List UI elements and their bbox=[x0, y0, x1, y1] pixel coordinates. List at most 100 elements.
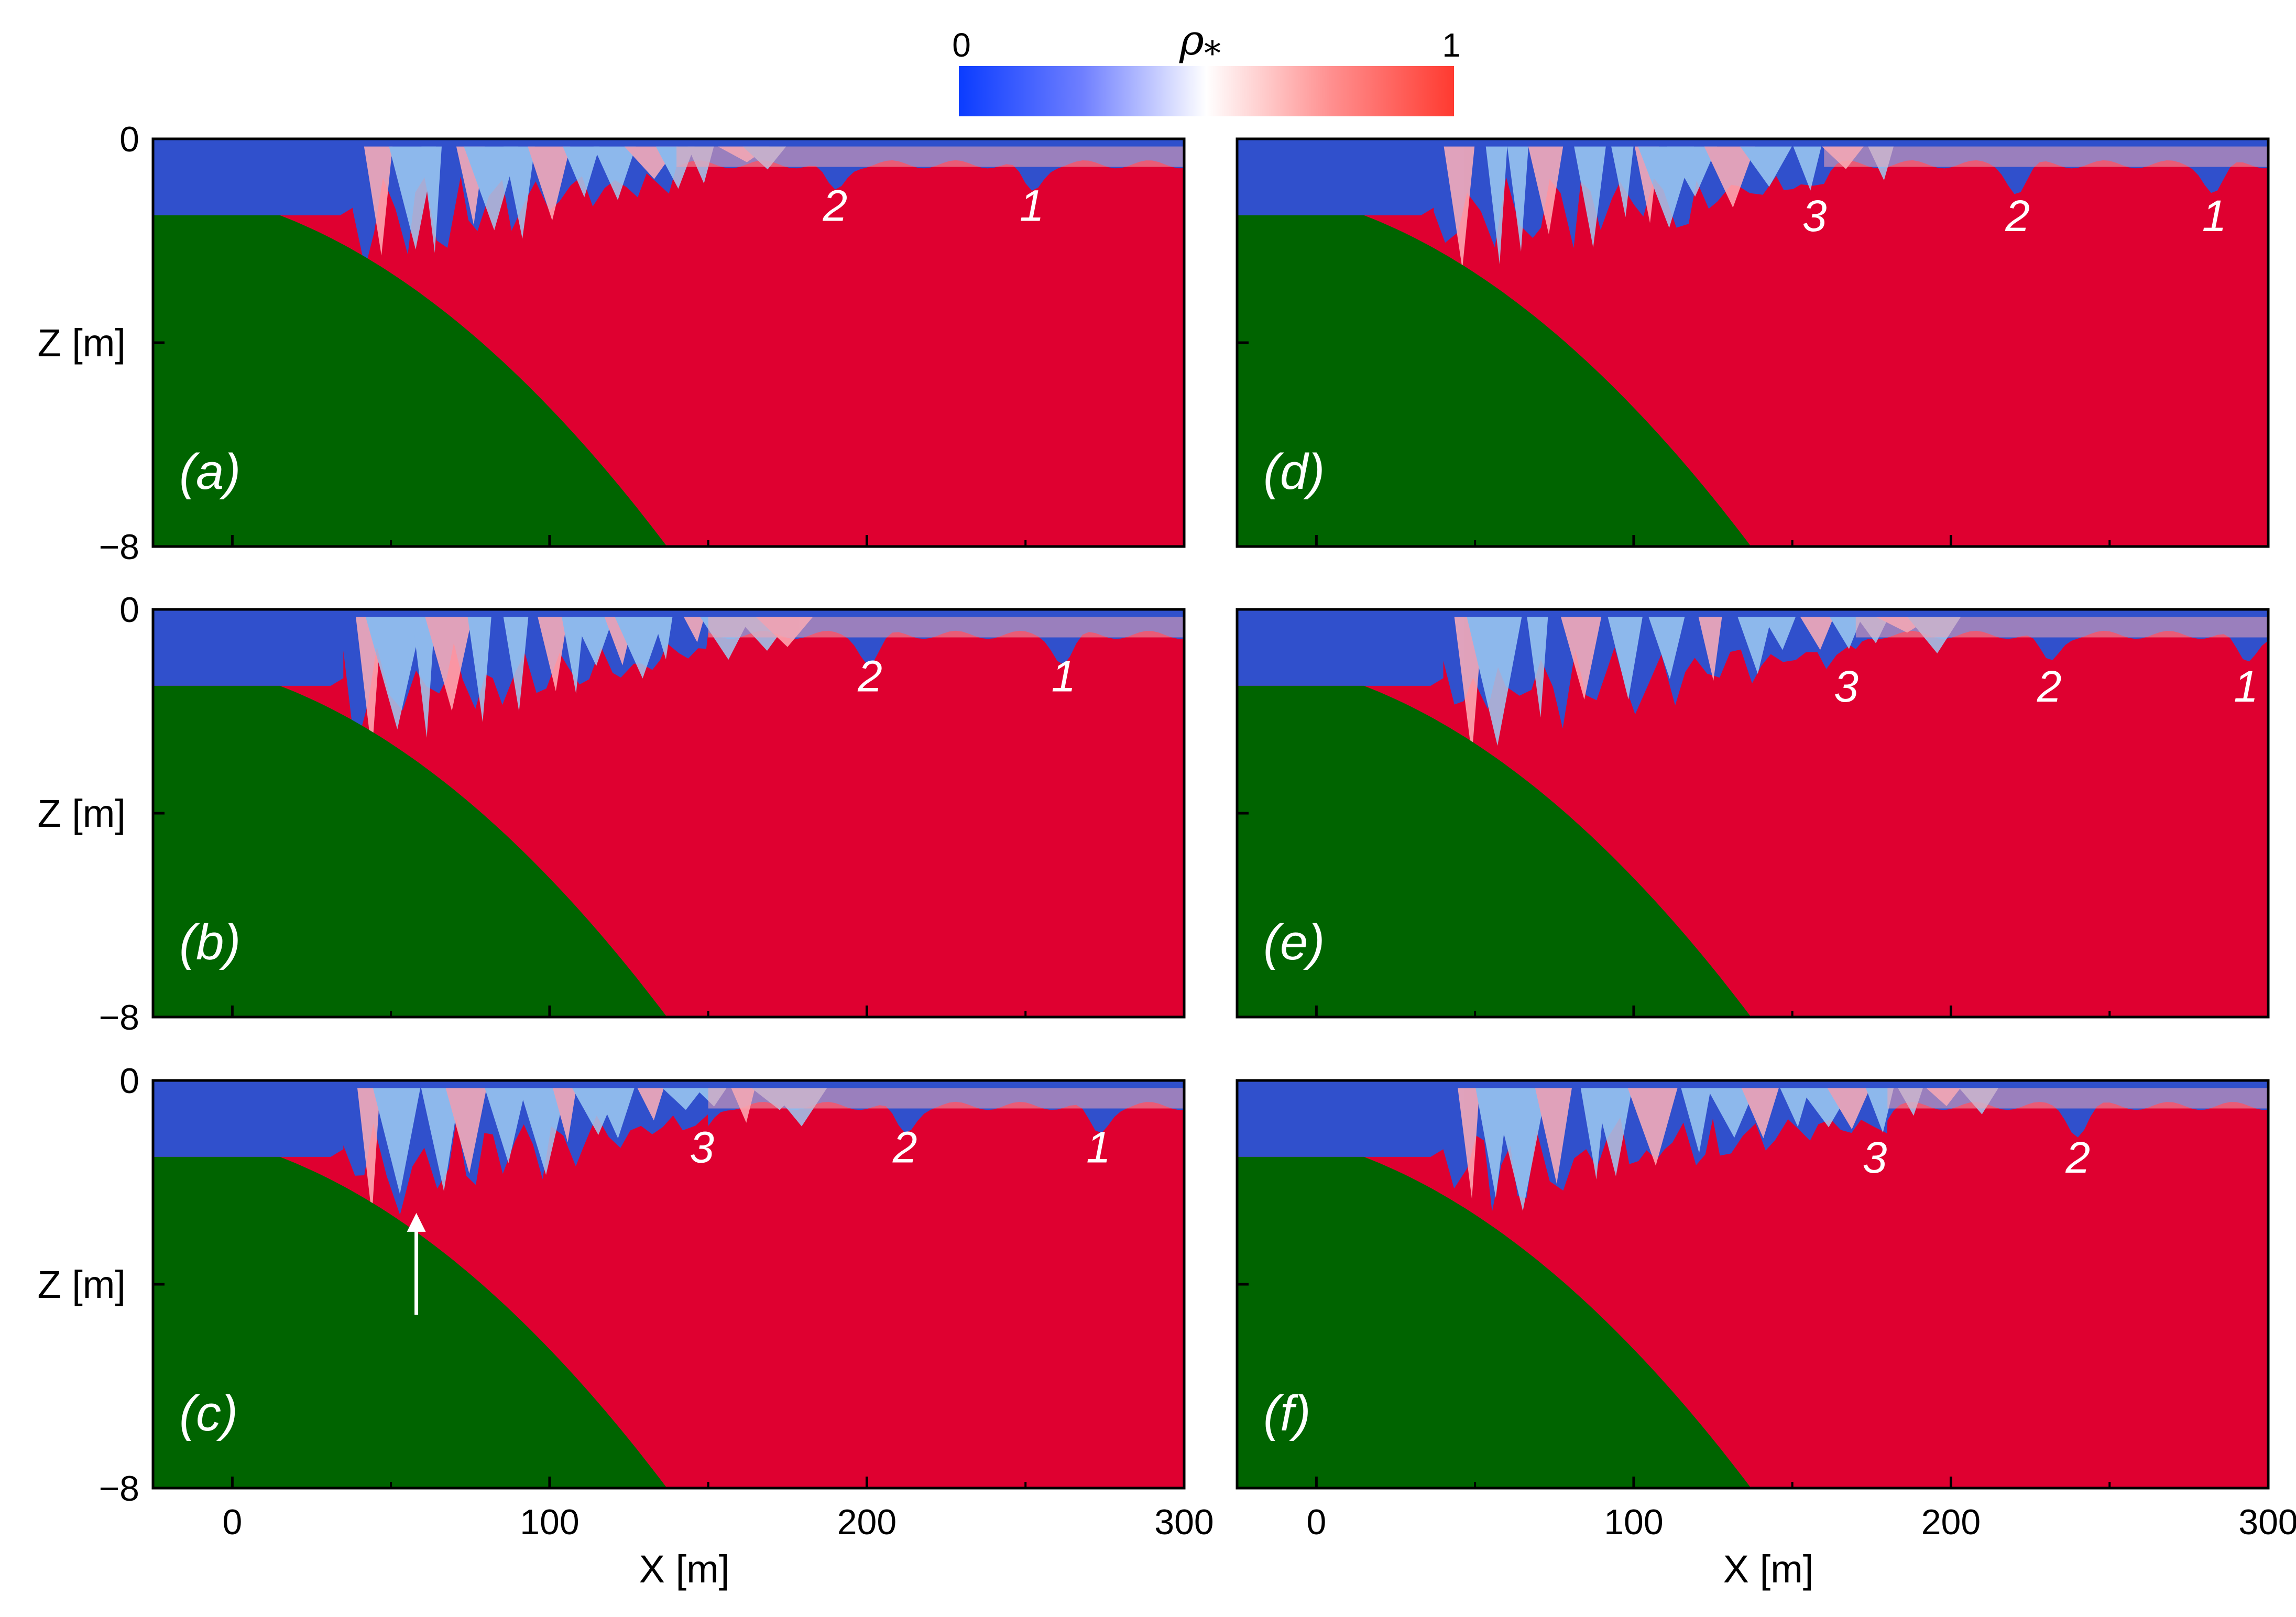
panel-a-foam-streak bbox=[528, 146, 571, 221]
panel-b-foam-streak bbox=[653, 617, 673, 660]
panel-b-label: (b) bbox=[179, 914, 240, 970]
panel-b-foam-streak bbox=[365, 617, 423, 729]
panel-e-foam-streak bbox=[1737, 617, 1772, 674]
panel-d-foam-streak bbox=[1574, 146, 1606, 248]
panel-c-plot-area bbox=[153, 1080, 1184, 1488]
panel-c-xtick-label: 300 bbox=[1154, 1502, 1213, 1542]
panel-e-surface-band bbox=[1855, 617, 2268, 638]
panel-c-xtick-label: 0 bbox=[222, 1502, 242, 1542]
panel-c-crest-label: 2 bbox=[892, 1122, 917, 1172]
panel-d-surface-band bbox=[1824, 146, 2268, 167]
panel-c-foam-streak bbox=[485, 1088, 526, 1163]
panel-a-plot-area bbox=[153, 139, 1184, 547]
panel-a-ztick-label: 0 bbox=[119, 119, 139, 159]
panel-a-foam-streak bbox=[593, 146, 636, 200]
panel-e-crest-label: 1 bbox=[2234, 662, 2258, 711]
panel-b-ztick-label: −8 bbox=[99, 998, 139, 1037]
panel-c-arrow-head bbox=[407, 1212, 426, 1232]
panel-a-foam-group bbox=[364, 146, 786, 256]
panel-b-surface-band bbox=[708, 617, 1184, 638]
panel-a-foam-streak bbox=[464, 146, 519, 231]
panel-b-crest-label: 1 bbox=[1052, 651, 1076, 701]
panel-e-foam-streak bbox=[1698, 617, 1722, 681]
panel-b-foam-streak bbox=[503, 617, 529, 712]
panel-b-foam-streak bbox=[615, 617, 664, 679]
panel-b-foam-streak bbox=[684, 617, 705, 642]
panel-d-plot-area bbox=[1237, 139, 2268, 547]
panel-f-foam-streak bbox=[1707, 1088, 1756, 1138]
panel-c-xlabel: X [m] bbox=[639, 1547, 730, 1591]
panel-f-plot-area bbox=[1237, 1080, 2268, 1488]
panel-e: (e) 1 2 3 bbox=[1236, 608, 2270, 1019]
panel-c-crest-label: 3 bbox=[690, 1122, 714, 1172]
panel-e-foam-streak bbox=[1608, 617, 1643, 700]
panel-d-crest-label: 2 bbox=[2005, 191, 2030, 241]
panel-b-foam-streak bbox=[425, 617, 473, 711]
panel-f-foam-streak bbox=[1593, 1088, 1633, 1176]
panel-c-foam-streak bbox=[662, 1088, 703, 1110]
panel-c-zlabel: Z [m] bbox=[37, 1263, 126, 1306]
panel-e-foam-group bbox=[1454, 617, 1961, 756]
panel-d-foam-streak bbox=[1528, 146, 1564, 235]
panel-d-foam-streak bbox=[1793, 146, 1821, 191]
panel-c-foam-streak bbox=[421, 1088, 461, 1192]
panel-f-xtick-label: 300 bbox=[2238, 1502, 2296, 1542]
panel-c-foam-streak bbox=[553, 1088, 576, 1143]
panel-a-foam-streak bbox=[389, 146, 436, 250]
panel-a-zlabel: Z [m] bbox=[37, 321, 126, 365]
panel-f-bed-region bbox=[1237, 1156, 1751, 1488]
colorbar: 0 1 ρ* bbox=[952, 16, 1461, 116]
colorbar-symbol: ρ* bbox=[1179, 16, 1221, 73]
panel-c-foam-streak bbox=[595, 1088, 635, 1139]
colorbar-min-label: 0 bbox=[952, 26, 971, 64]
panel-a-surface-band bbox=[676, 146, 1184, 167]
panel-b-foam-streak bbox=[562, 617, 584, 694]
panels-container: 0 −8 Z [m] (a) 1 2 0 −8 Z [m] (b) 1 2 0 100 200 300 0 −8 Z… bbox=[37, 119, 2296, 1591]
panel-a-foam-streak bbox=[563, 146, 600, 198]
panel-e-foam-streak bbox=[1467, 617, 1522, 746]
panel-b-foam-streak bbox=[356, 617, 382, 754]
panel-d-foam-streak bbox=[1740, 146, 1792, 187]
panel-e-bed-region bbox=[1237, 685, 1751, 1017]
panel-f-xlabel: X [m] bbox=[1723, 1547, 1814, 1591]
panel-f-foam-streak bbox=[1866, 1088, 1894, 1133]
panel-e-foam-streak bbox=[1561, 617, 1602, 700]
panel-f: 0 100 200 300 X [m] (f) 2 3 bbox=[1236, 1079, 2296, 1591]
panel-a-ztick-label: −8 bbox=[99, 527, 139, 567]
panel-d-bed-region bbox=[1237, 215, 1751, 547]
panel-c-foam-streak bbox=[637, 1088, 664, 1121]
panel-b: 0 −8 Z [m] (b) 1 2 bbox=[37, 590, 1186, 1037]
panel-c-ztick-label: 0 bbox=[119, 1061, 139, 1101]
panel-e-foam-streak bbox=[1648, 617, 1685, 679]
panel-f-xtick-label: 100 bbox=[1604, 1502, 1663, 1542]
panel-b-crest-label: 2 bbox=[857, 651, 882, 701]
panel-d-foam-streak bbox=[1611, 146, 1634, 217]
panel-c-xtick-label: 100 bbox=[520, 1502, 579, 1542]
panel-a-crest-label: 1 bbox=[1020, 181, 1044, 230]
panel-e-foam-streak bbox=[1800, 617, 1834, 650]
panel-c-foam-streak bbox=[519, 1088, 566, 1175]
panel-d-crest-label: 1 bbox=[2202, 191, 2227, 241]
panel-f-xtick-label: 0 bbox=[1306, 1502, 1326, 1542]
panel-b-foam-streak bbox=[573, 617, 614, 666]
panel-f-xtick-label: 200 bbox=[1921, 1502, 1981, 1542]
panel-a-bed-region bbox=[153, 215, 667, 547]
panel-e-crest-label: 2 bbox=[2037, 662, 2062, 711]
panel-d: (d) 1 2 3 bbox=[1236, 137, 2270, 548]
panel-f-foam-streak bbox=[1780, 1088, 1810, 1127]
panel-f-surface-band bbox=[1887, 1088, 2268, 1109]
colorbar-symbol-subscript: * bbox=[1204, 35, 1221, 73]
panel-f-foam-streak bbox=[1741, 1088, 1779, 1139]
panel-f-foam-streak bbox=[1458, 1088, 1480, 1199]
panel-a-foam-streak bbox=[504, 146, 535, 239]
panel-f-crest-label: 2 bbox=[2065, 1133, 2090, 1182]
panel-f-foam-streak bbox=[1627, 1088, 1678, 1166]
colorbar-symbol-rho: ρ bbox=[1179, 16, 1204, 64]
panel-c-crest-label: 1 bbox=[1086, 1122, 1111, 1172]
panel-d-foam-streak bbox=[1667, 146, 1718, 197]
panel-d-foam-streak bbox=[1507, 146, 1528, 252]
panel-e-foam-streak bbox=[1763, 617, 1796, 650]
panel-a-label: (a) bbox=[179, 444, 240, 500]
panel-c-bed-region bbox=[153, 1156, 667, 1488]
panel-f-foam-streak bbox=[1827, 1088, 1870, 1130]
